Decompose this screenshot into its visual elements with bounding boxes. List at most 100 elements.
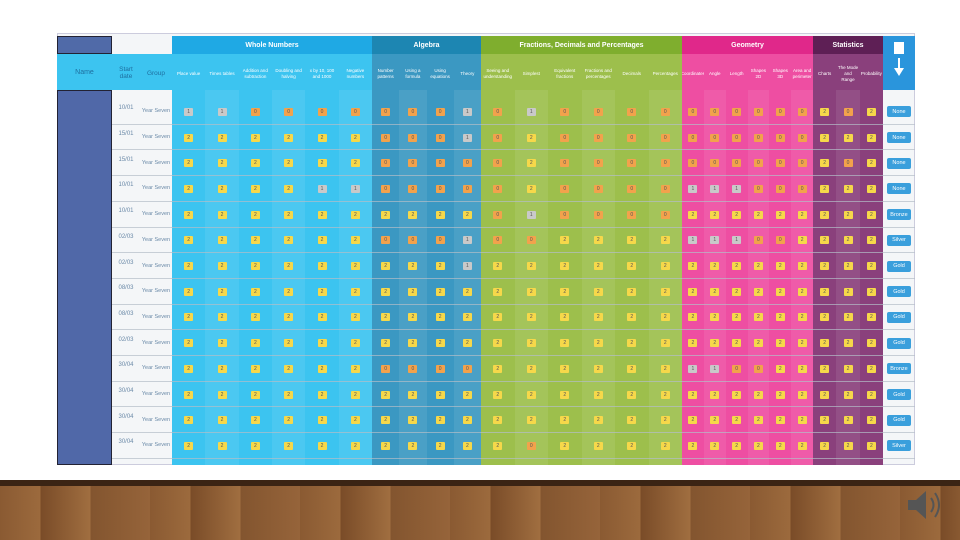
score-cell: 2 bbox=[775, 287, 785, 296]
score-cell: 2 bbox=[627, 287, 637, 296]
score-cell: 2 bbox=[732, 441, 742, 450]
score-cell: 0 bbox=[797, 159, 807, 168]
score-cell: 2 bbox=[593, 416, 603, 425]
award-button: Gold bbox=[887, 414, 911, 426]
score-cell: 2 bbox=[217, 159, 227, 168]
score-cell: 2 bbox=[381, 313, 391, 322]
group: Year Seven bbox=[141, 313, 171, 320]
topic-header: Negative numbers bbox=[346, 68, 365, 79]
score-cell: 2 bbox=[866, 210, 876, 219]
score-cell: 2 bbox=[732, 287, 742, 296]
award-button: None bbox=[887, 132, 911, 144]
score-cell: 2 bbox=[217, 416, 227, 425]
score-cell: 0 bbox=[593, 159, 603, 168]
score-cell: 0 bbox=[408, 236, 418, 245]
score-cell: 2 bbox=[184, 133, 194, 142]
score-cell: 2 bbox=[732, 339, 742, 348]
group: Year Seven bbox=[141, 391, 171, 398]
score-cell: 0 bbox=[381, 107, 391, 116]
score-cell: 1 bbox=[732, 236, 742, 245]
score-cell: 0 bbox=[775, 107, 785, 116]
score-cell: 2 bbox=[660, 416, 670, 425]
topic-header: Charts bbox=[818, 71, 832, 76]
score-cell: 1 bbox=[462, 133, 472, 142]
score-cell: 2 bbox=[526, 416, 536, 425]
score-cell: 2 bbox=[775, 390, 785, 399]
score-cell: 2 bbox=[462, 339, 472, 348]
score-cell: 2 bbox=[408, 339, 418, 348]
score-cell: 2 bbox=[184, 210, 194, 219]
score-cell: 2 bbox=[593, 287, 603, 296]
score-cell: 2 bbox=[660, 441, 670, 450]
score-cell: 2 bbox=[627, 390, 637, 399]
score-cell: 0 bbox=[560, 159, 570, 168]
score-cell: 0 bbox=[797, 107, 807, 116]
score-cell: 2 bbox=[284, 159, 294, 168]
topic-header: Angle bbox=[708, 71, 721, 76]
start-date-header: Start date bbox=[119, 66, 133, 80]
score-cell: 2 bbox=[462, 441, 472, 450]
topic-header: Shapes 3D bbox=[772, 68, 788, 79]
score-cell: 2 bbox=[688, 210, 698, 219]
score-cell: 0 bbox=[660, 210, 670, 219]
score-cell: 2 bbox=[660, 364, 670, 373]
topic-header: Coordinates bbox=[682, 71, 704, 76]
score-cell: 2 bbox=[408, 287, 418, 296]
score-cell: 2 bbox=[593, 339, 603, 348]
score-cell: 2 bbox=[317, 287, 327, 296]
topic-header: Simplest bbox=[522, 71, 540, 76]
score-cell: 0 bbox=[493, 184, 503, 193]
score-cell: 2 bbox=[797, 364, 807, 373]
score-cell: 2 bbox=[866, 339, 876, 348]
score-cell: 2 bbox=[866, 159, 876, 168]
score-cell: 2 bbox=[797, 313, 807, 322]
topic-header: Doubling and halving bbox=[275, 68, 302, 79]
score-cell: 0 bbox=[493, 133, 503, 142]
score-cell: 1 bbox=[184, 107, 194, 116]
topic-header: x by 10, 100 and 1000 bbox=[309, 68, 335, 79]
column-shade bbox=[453, 90, 481, 465]
section-band bbox=[172, 54, 372, 465]
score-cell: 0 bbox=[493, 107, 503, 116]
score-cell: 2 bbox=[317, 390, 327, 399]
score-cell: 2 bbox=[866, 133, 876, 142]
score-cell: 2 bbox=[560, 339, 570, 348]
score-cell: 0 bbox=[753, 107, 763, 116]
score-cell: 2 bbox=[866, 262, 876, 271]
start-date: 30/04 bbox=[118, 413, 134, 420]
row-line bbox=[112, 329, 915, 331]
score-cell: 2 bbox=[408, 390, 418, 399]
score-cell: 2 bbox=[775, 210, 785, 219]
score-cell: 2 bbox=[866, 313, 876, 322]
score-cell: 2 bbox=[820, 339, 830, 348]
score-cell: 0 bbox=[660, 184, 670, 193]
score-cell: 1 bbox=[462, 236, 472, 245]
start-date: 10/01 bbox=[118, 182, 134, 189]
score-cell: 2 bbox=[820, 390, 830, 399]
start-date: 30/04 bbox=[118, 362, 134, 369]
topic-header: The Mode and Range bbox=[837, 65, 859, 82]
score-cell: 2 bbox=[284, 184, 294, 193]
group: Year Seven bbox=[141, 442, 171, 449]
score-cell: 2 bbox=[688, 441, 698, 450]
score-cell: 2 bbox=[184, 262, 194, 271]
column-shade bbox=[581, 90, 615, 465]
score-cell: 2 bbox=[560, 364, 570, 373]
score-cell: 0 bbox=[408, 159, 418, 168]
score-cell: 2 bbox=[317, 262, 327, 271]
score-cell: 0 bbox=[843, 159, 853, 168]
score-cell: 2 bbox=[710, 287, 720, 296]
score-cell: 0 bbox=[710, 159, 720, 168]
score-cell: 0 bbox=[493, 236, 503, 245]
score-cell: 2 bbox=[184, 313, 194, 322]
score-cell: 0 bbox=[753, 159, 763, 168]
topic-header: Using a formula bbox=[405, 68, 421, 79]
score-cell: 2 bbox=[317, 210, 327, 219]
score-cell: 0 bbox=[560, 133, 570, 142]
topic-header: Equivalent fractions bbox=[554, 68, 576, 79]
row-line bbox=[112, 200, 915, 202]
row-line bbox=[112, 252, 915, 254]
column-shade bbox=[205, 90, 239, 465]
score-cell: 2 bbox=[688, 339, 698, 348]
